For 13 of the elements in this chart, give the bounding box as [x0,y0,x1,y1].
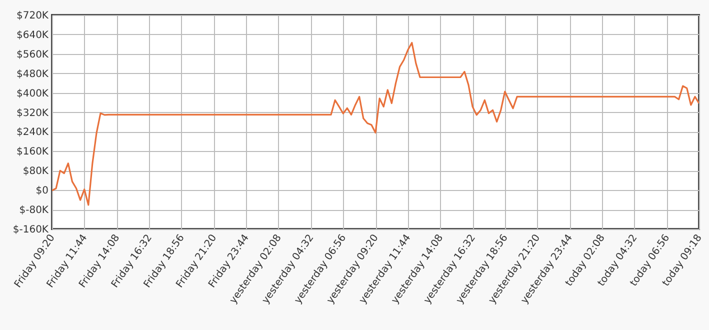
line-series [52,42,699,206]
y-tick-label: $160K [16,146,49,158]
y-tick-label: $640K [16,30,49,41]
y-tick-label: $320K [16,108,49,119]
y-tick-label: $0 [36,186,48,197]
y-tick-label: $560K [16,49,49,60]
y-tick-label: $80K [22,166,49,178]
y-tick-label: $720K [16,10,49,22]
y-tick-label: $400K [16,88,49,100]
y-tick-label: $-80K [19,205,49,216]
y-tick-label: $-160K [12,224,49,236]
y-tick-label: $480K [16,68,49,80]
y-tick-label: $240K [16,127,49,138]
